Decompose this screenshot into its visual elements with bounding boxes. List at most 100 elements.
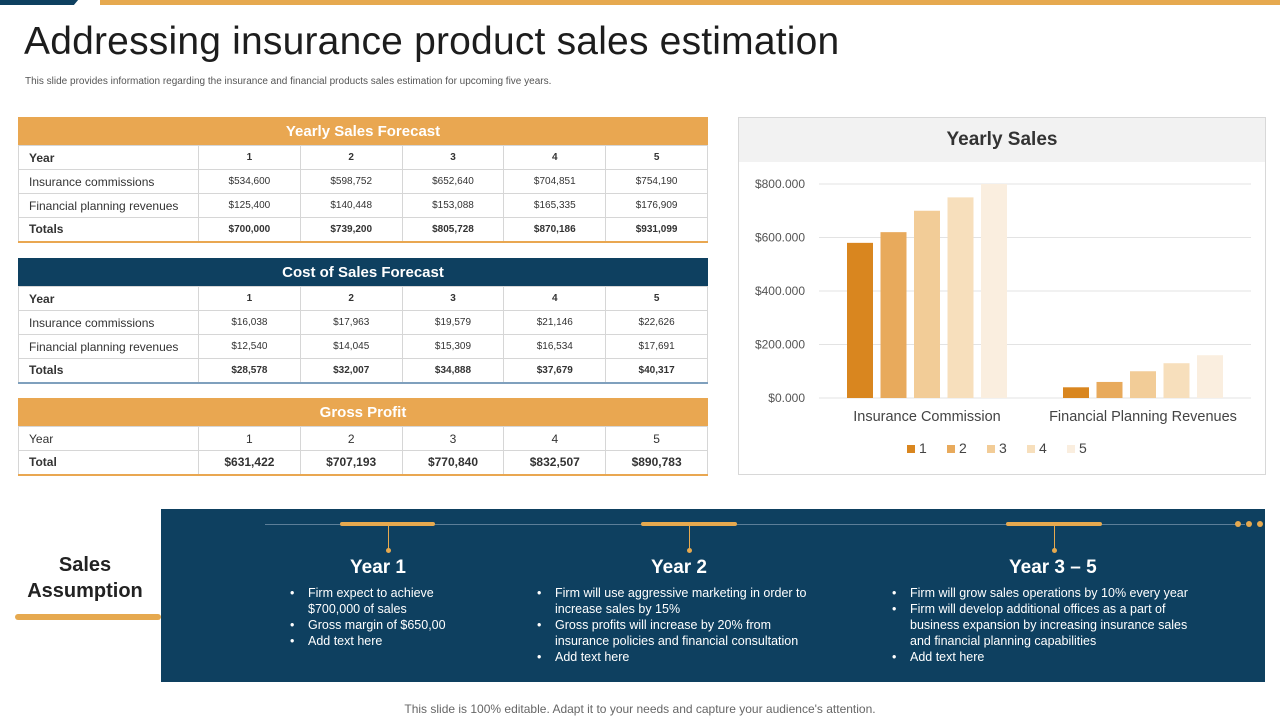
table-cell: Total bbox=[18, 450, 199, 476]
table-cell: $15,309 bbox=[401, 334, 505, 359]
year2-title: Year 2 bbox=[651, 557, 707, 578]
table-cell: $22,626 bbox=[605, 310, 708, 335]
bullet-line: insurance policies and financial consult… bbox=[555, 634, 799, 648]
table-cell: $631,422 bbox=[198, 450, 301, 476]
table-cell: 1 bbox=[198, 426, 301, 451]
bar-insurance-commission-5 bbox=[981, 184, 1007, 398]
table-cell: 4 bbox=[503, 145, 607, 170]
table-row: Insurance commissions $16,038 $17,963 $1… bbox=[18, 310, 708, 335]
table-cell: Insurance commissions bbox=[18, 169, 199, 194]
table-cell: Year bbox=[18, 286, 199, 311]
year1-bullets: Firm expect to achieve$700,000 of salesG… bbox=[288, 585, 488, 649]
table-cell: $805,728 bbox=[401, 217, 505, 243]
table-cell: 5 bbox=[605, 426, 708, 451]
y-tick-label: $600.000 bbox=[755, 231, 805, 245]
table-cell: $21,146 bbox=[503, 310, 607, 335]
table-cell: 3 bbox=[401, 145, 505, 170]
sales-assumption-underline bbox=[15, 614, 161, 620]
table-cell: 2 bbox=[299, 286, 403, 311]
bar-insurance-commission-2 bbox=[880, 232, 907, 398]
table-heading: Yearly Sales Forecast bbox=[18, 117, 708, 145]
timeline-dot bbox=[687, 548, 692, 553]
bar-insurance-commission-1 bbox=[847, 242, 873, 398]
year2-bullets: Firm will use aggressive marketing in or… bbox=[535, 585, 845, 665]
table-cell: $16,534 bbox=[503, 334, 607, 359]
legend-swatch-5 bbox=[1067, 445, 1075, 453]
table-cell: $598,752 bbox=[299, 169, 403, 194]
table-cell: Financial planning revenues bbox=[18, 334, 199, 359]
table-cell: 1 bbox=[198, 145, 301, 170]
y-tick-label: $0.000 bbox=[768, 391, 805, 405]
bullet-line: Add text here bbox=[535, 649, 845, 665]
legend-label: 1 bbox=[919, 440, 927, 456]
bullet-line: business expansion by increasing insuran… bbox=[910, 618, 1188, 632]
table-cell: $704,851 bbox=[503, 169, 607, 194]
timeline-stem bbox=[689, 526, 690, 550]
legend-label: 4 bbox=[1039, 440, 1047, 456]
page-title: Addressing insurance product sales estim… bbox=[24, 20, 840, 63]
table-cell: Financial planning revenues bbox=[18, 193, 199, 218]
legend-swatch-1 bbox=[907, 445, 915, 453]
bar-financial-planning-revenues-2 bbox=[1096, 381, 1123, 398]
table-cell: $34,888 bbox=[401, 358, 505, 384]
legend-label: 2 bbox=[959, 440, 967, 456]
sales-assumption-line1: Sales bbox=[58, 554, 112, 576]
bar-financial-planning-revenues-1 bbox=[1063, 387, 1089, 398]
bar-financial-planning-revenues-5 bbox=[1197, 355, 1223, 398]
table-cell: 4 bbox=[503, 426, 607, 451]
top-accent-gap bbox=[73, 0, 103, 5]
bullet-line: $700,000 of sales bbox=[308, 602, 407, 616]
table-cell: Totals bbox=[18, 217, 199, 243]
table-cell: $153,088 bbox=[401, 193, 505, 218]
table-cell: 2 bbox=[299, 426, 403, 451]
table-cell: 1 bbox=[198, 286, 301, 311]
table-cell: Insurance commissions bbox=[18, 310, 199, 335]
bullet-line: Firm expect to achieve bbox=[288, 585, 488, 601]
bullet-line: Gross profits will increase by 20% from bbox=[535, 617, 845, 633]
x-category-label: Insurance Commission bbox=[853, 409, 1000, 425]
page-subtitle: This slide provides information regardin… bbox=[25, 76, 552, 87]
gross-profit-table: Gross Profit Year 1 2 3 4 5 Total $631,4… bbox=[18, 398, 708, 476]
bar-insurance-commission-4 bbox=[947, 197, 974, 398]
table-cell: $652,640 bbox=[401, 169, 505, 194]
cost-of-sales-grid: Year 1 2 3 4 5 Insurance commissions $16… bbox=[18, 286, 708, 384]
yearly-sales-chart-plot: $800.000 $600.000 $400.000 $200.000 $0.000 In… bbox=[755, 177, 1251, 456]
legend-swatch-2 bbox=[947, 445, 955, 453]
table-row: Financial planning revenues $12,540 $14,… bbox=[18, 334, 708, 359]
table-row: Year 1 2 3 4 5 bbox=[18, 145, 708, 170]
table-cell: $165,335 bbox=[503, 193, 607, 218]
timeline-line bbox=[265, 524, 1245, 525]
table-cell: $534,600 bbox=[198, 169, 301, 194]
bar-insurance-commission-3 bbox=[914, 210, 940, 398]
table-cell: $140,448 bbox=[299, 193, 403, 218]
y-tick-label: $200.000 bbox=[755, 338, 805, 352]
table-cell: 2 bbox=[299, 145, 403, 170]
table-cell: $700,000 bbox=[198, 217, 301, 243]
timeline-dot bbox=[1052, 548, 1057, 553]
legend-label: 5 bbox=[1079, 440, 1087, 456]
table-row: Insurance commissions $534,600 $598,752 … bbox=[18, 169, 708, 194]
legend-swatch-3 bbox=[987, 445, 995, 453]
table-cell: $19,579 bbox=[401, 310, 505, 335]
timeline-segment-year3-5 bbox=[1006, 522, 1102, 526]
table-cell: $16,038 bbox=[198, 310, 301, 335]
year3-5-title: Year 3 – 5 bbox=[1009, 557, 1097, 578]
bullet-line: Firm will use aggressive marketing in or… bbox=[535, 585, 845, 601]
top-accent-bar-gold bbox=[100, 0, 1280, 5]
table-row: Year 1 2 3 4 5 bbox=[18, 426, 708, 451]
table-cell: Year bbox=[18, 145, 199, 170]
y-tick-label: $800.000 bbox=[755, 177, 805, 191]
table-row: Year 1 2 3 4 5 bbox=[18, 286, 708, 311]
bullet-line: Firm will grow sales operations by 10% e… bbox=[890, 585, 1220, 601]
year1-title: Year 1 bbox=[350, 557, 406, 578]
bar-financial-planning-revenues-4 bbox=[1163, 363, 1190, 398]
timeline-stem bbox=[388, 526, 389, 550]
table-cell: $770,840 bbox=[401, 450, 505, 476]
table-cell: 5 bbox=[605, 286, 708, 311]
sales-assumption-label: Sales Assumption bbox=[14, 552, 156, 604]
table-row: Totals $700,000 $739,200 $805,728 $870,1… bbox=[18, 217, 708, 243]
timeline-dot bbox=[386, 548, 391, 553]
table-cell: $890,783 bbox=[605, 450, 708, 476]
table-cell: $125,400 bbox=[198, 193, 301, 218]
table-cell: $176,909 bbox=[605, 193, 708, 218]
